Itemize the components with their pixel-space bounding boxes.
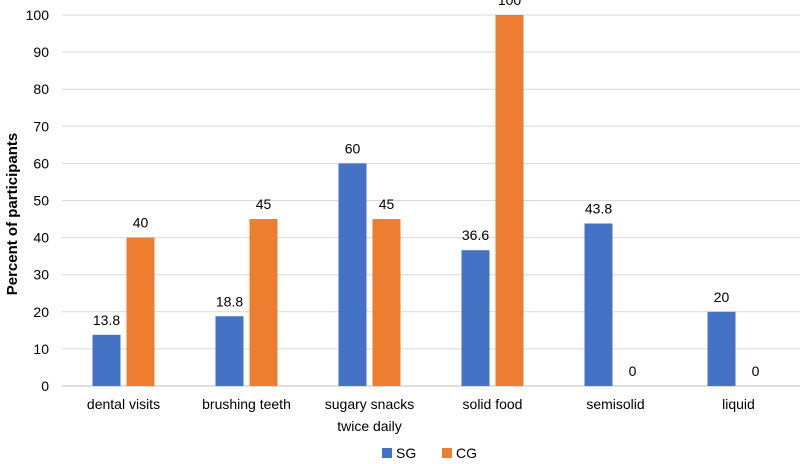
legend: SG CG <box>382 445 477 461</box>
bar-sg-5 <box>707 311 736 386</box>
y-tick-label: 70 <box>33 118 49 134</box>
y-tick-label: 80 <box>33 81 49 97</box>
data-label-cg-1: 45 <box>256 196 272 212</box>
bar-sg-4 <box>584 223 613 386</box>
legend-label-sg: SG <box>396 445 416 461</box>
y-tick-label: 90 <box>33 44 49 60</box>
y-tick-label: 40 <box>33 230 49 246</box>
bar-cg-0 <box>126 237 155 386</box>
gridlines <box>62 14 800 387</box>
y-tick-label: 60 <box>33 155 49 171</box>
y-axis-tick-labels: 0 10 20 30 40 50 60 70 80 90 100 <box>26 7 50 394</box>
category-label: brushing teeth <box>202 396 291 412</box>
category-label: dental visits <box>87 396 160 412</box>
data-label-sg-2: 60 <box>345 140 361 156</box>
y-tick-label: 50 <box>33 193 49 209</box>
legend-swatch-cg <box>442 448 452 458</box>
data-label-sg-0: 13.8 <box>93 312 120 328</box>
y-tick-label: 20 <box>33 304 49 320</box>
bar-cg-1 <box>249 219 278 386</box>
bar-sg-2 <box>338 163 367 386</box>
bar-sg-1 <box>215 316 244 386</box>
data-label-sg-3: 36.6 <box>462 227 489 243</box>
legend-label-cg: CG <box>456 445 477 461</box>
category-labels: dental visits brushing teeth sugary snacks… <box>87 396 755 434</box>
data-label-cg-2: 45 <box>379 196 395 212</box>
data-label-sg-1: 18.8 <box>216 293 243 309</box>
category-label: liquid <box>722 396 755 412</box>
data-label-sg-5: 20 <box>714 289 730 305</box>
y-tick-label: 30 <box>33 267 49 283</box>
bars <box>92 15 736 386</box>
data-labels: 13.8 40 18.8 45 60 45 36.6 100 43.8 0 20 0 <box>93 0 760 379</box>
y-tick-label: 100 <box>26 7 50 23</box>
data-label-cg-5: 0 <box>752 363 760 379</box>
bar-sg-3 <box>461 250 490 386</box>
data-label-cg-4: 0 <box>629 363 637 379</box>
category-label: twice daily <box>337 418 402 434</box>
category-label: sugary snacks <box>325 396 414 412</box>
y-tick-label: 10 <box>33 341 49 357</box>
category-label: semisolid <box>586 396 644 412</box>
category-label: solid food <box>463 396 523 412</box>
y-tick-label: 0 <box>41 378 49 394</box>
bar-sg-0 <box>92 334 121 386</box>
bar-cg-2 <box>372 219 401 386</box>
data-label-cg-0: 40 <box>133 215 149 231</box>
data-label-sg-4: 43.8 <box>585 201 612 217</box>
y-axis-title: Percent of participants <box>4 133 21 296</box>
data-label-cg-3: 100 <box>498 0 522 8</box>
bar-cg-3 <box>495 15 524 386</box>
legend-swatch-sg <box>382 448 392 458</box>
